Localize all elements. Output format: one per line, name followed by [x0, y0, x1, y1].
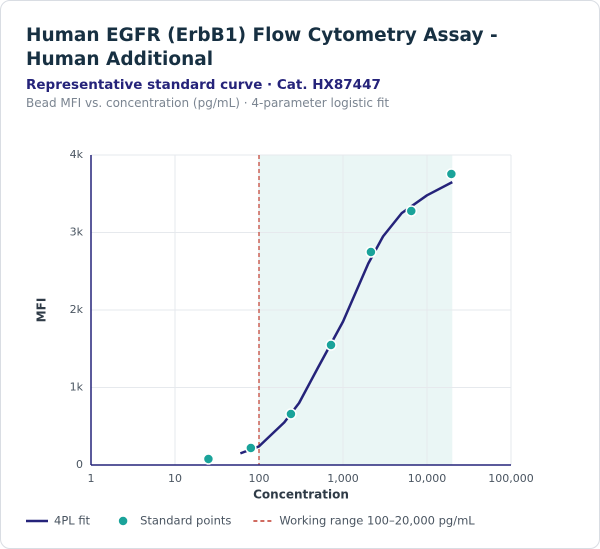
x-tick-label: 10,000 [408, 472, 447, 485]
legend-swatch [117, 515, 129, 527]
data-point [405, 205, 418, 217]
data-point [285, 408, 297, 420]
note: Bead MFI vs. concentration (pg/mL) · 4-p… [26, 96, 390, 110]
legend-label: Working range 100–20,000 pg/mL [279, 514, 475, 528]
x-tick-label: 100 [249, 472, 270, 485]
data-point [325, 339, 337, 351]
legend-label: Standard points [140, 514, 231, 528]
x-tick-label: 1,000 [327, 472, 359, 485]
title: Human EGFR (ErbB1) Flow Cytometry Assay … [26, 25, 498, 70]
data-point [202, 453, 215, 465]
data-point [445, 168, 458, 180]
y-tick-label: 3k [70, 226, 84, 239]
y-tick-label: 1k [70, 381, 84, 394]
y-tick-label: 0 [76, 458, 83, 471]
x-tick-label: 10 [168, 472, 182, 485]
x-tick-label: 100,000 [488, 472, 534, 485]
data-point [245, 442, 257, 454]
y-tick-label: 2k [70, 303, 84, 316]
subtitle: Representative standard curve · Cat. HX8… [26, 77, 381, 93]
x-axis-label: Concentration [253, 488, 349, 502]
data-point [365, 246, 377, 258]
y-axis-label: MFI [35, 298, 49, 323]
legend-label: 4PL fit [54, 514, 91, 528]
y-tick-label: 4k [70, 148, 84, 161]
x-tick-label: 1 [88, 472, 95, 485]
